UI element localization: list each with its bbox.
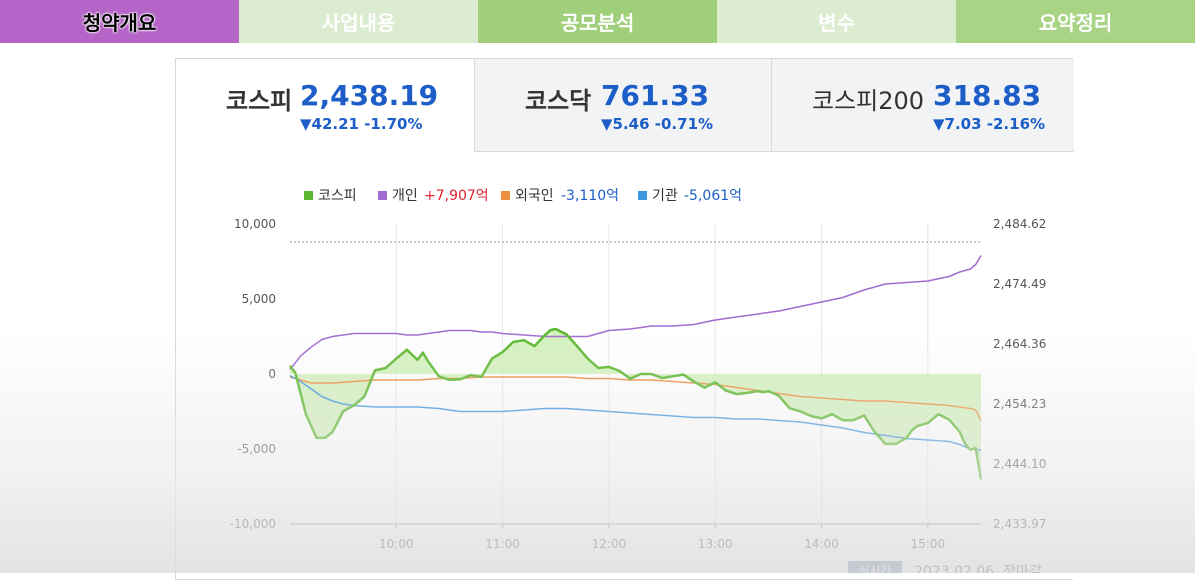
individual-legend-swatch [378, 191, 387, 200]
index-value: 318.83 [933, 79, 1042, 112]
institution-legend-swatch [638, 191, 647, 200]
institution-legend-label: 기관 [652, 188, 678, 204]
y-right-tick-label: 2,484.62 [993, 217, 1046, 231]
y-right-tick-label: 2,444.10 [993, 457, 1046, 471]
tab-label: 요약정리 [1038, 11, 1113, 35]
tab-2[interactable]: 공모분석 [478, 0, 717, 43]
tab-label: 공모분석 [560, 11, 635, 35]
index-name: 코스피200 [812, 87, 925, 115]
index-change: ▼5.46 -0.71% [601, 115, 714, 133]
y-right-tick-label: 2,464.36 [993, 337, 1046, 351]
tab-label: 사업내용 [321, 11, 396, 35]
kospi-area [290, 329, 981, 480]
tab-label: 청약개요 [82, 11, 157, 35]
index-tab-kosdaq[interactable]: 코스닥 761.33 ▼5.46 -0.71% [474, 59, 771, 152]
y-left-tick-label: 0 [268, 367, 276, 381]
y-left-tick-label: -10,000 [230, 517, 276, 531]
y-left-tick-label: 10,000 [234, 217, 276, 231]
tab-0[interactable]: 청약개요 [0, 0, 239, 43]
index-tab-kospi200[interactable]: 코스피200 318.83 ▼7.03 -2.16% [771, 59, 1074, 152]
index-value: 2,438.19 [300, 79, 439, 112]
index-change: ▼7.03 -2.16% [933, 115, 1046, 133]
close-date-label: 2023.02.06. 장마감 [914, 564, 1042, 573]
tab-1[interactable]: 사업내용 [239, 0, 478, 43]
y-right-tick-label: 2,433.97 [993, 517, 1046, 531]
kospi-legend-swatch [304, 191, 313, 200]
index-name: 코스닥 [525, 87, 592, 115]
index-value: 761.33 [601, 79, 710, 112]
index-tab-kospi[interactable]: 코스피 2,438.19 ▼42.21 -1.70% [176, 59, 474, 151]
tab-3[interactable]: 변수 [717, 0, 956, 43]
y-left-tick-label: 5,000 [242, 292, 276, 306]
x-tick-label: 10:00 [379, 537, 414, 551]
individual-legend-label: 개인 [392, 188, 418, 204]
index-change: ▼42.21 -1.70% [300, 115, 423, 133]
institution-legend-amount: -5,061억 [684, 188, 742, 204]
kospi-legend-label: 코스피 [318, 188, 357, 204]
section-tabs: 청약개요 사업내용 공모분석 변수 요약정리 [0, 0, 1195, 43]
realtime-badge-label: 실시간 [858, 564, 891, 573]
x-tick-label: 15:00 [911, 537, 946, 551]
y-left-tick-label: -5,000 [237, 442, 276, 456]
x-tick-label: 14:00 [804, 537, 839, 551]
foreign-legend-label: 외국인 [515, 188, 554, 204]
tab-label: 변수 [818, 11, 855, 35]
y-right-tick-label: 2,474.49 [993, 277, 1046, 291]
foreign-legend-amount: -3,110억 [561, 188, 619, 204]
chart-legend: 코스피 개인 +7,907억 외국인 -3,110억 기관 -5,061억 [304, 188, 742, 204]
tab-4[interactable]: 요약정리 [956, 0, 1195, 43]
individual-legend-amount: +7,907억 [424, 188, 489, 204]
x-tick-label: 12:00 [592, 537, 627, 551]
x-tick-label: 13:00 [698, 537, 733, 551]
index-name: 코스피 [226, 87, 293, 115]
individual-series-line [289, 255, 982, 370]
y-right-tick-label: 2,454.23 [993, 397, 1046, 411]
x-tick-label: 11:00 [485, 537, 520, 551]
foreign-legend-swatch [501, 191, 510, 200]
